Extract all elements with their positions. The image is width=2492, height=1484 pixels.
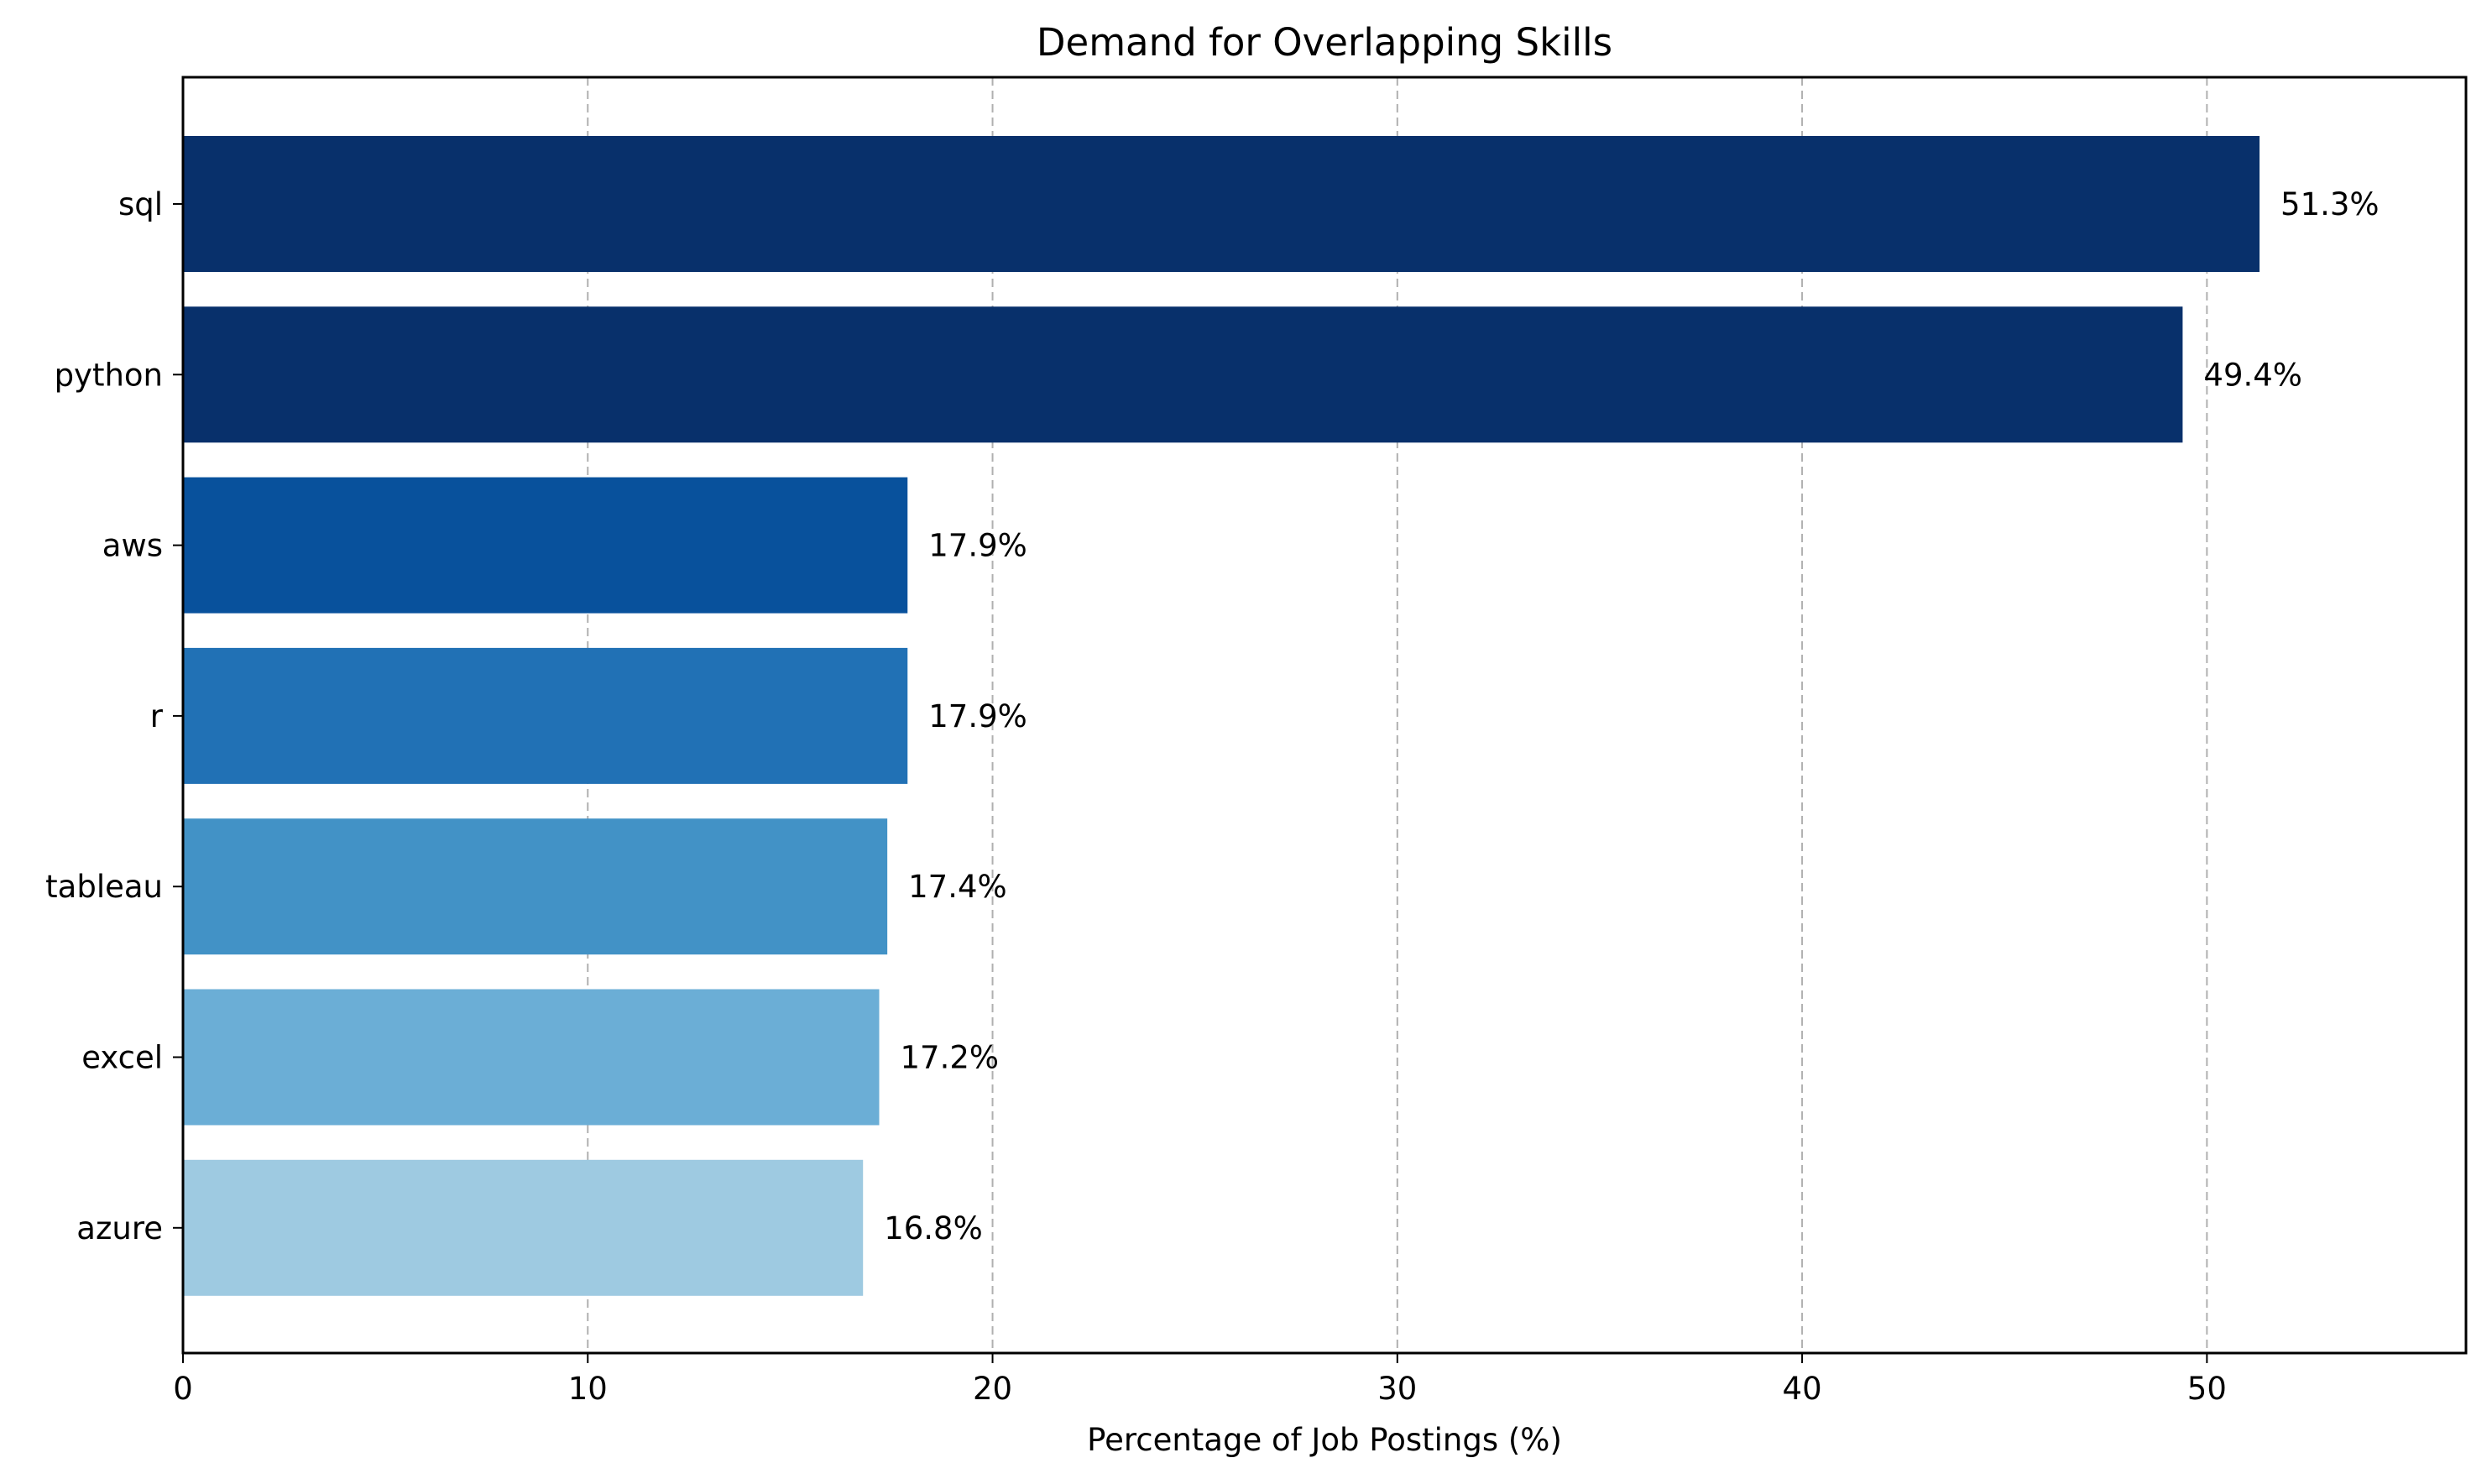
x-tick-label: 10: [568, 1371, 608, 1407]
bar-r: [183, 647, 908, 784]
y-tick-label-sql: sql: [118, 186, 163, 222]
bar-tableau: [183, 818, 888, 955]
data-label-aws: 17.9%: [928, 528, 1027, 564]
bar-excel: [183, 989, 880, 1126]
y-tick-label-azure: azure: [76, 1210, 163, 1246]
bar-aws: [183, 477, 908, 614]
x-tick-label: 30: [1377, 1371, 1417, 1407]
data-label-python: 49.4%: [2203, 357, 2302, 393]
data-label-tableau: 17.4%: [908, 869, 1007, 905]
x-tick-label: 40: [1783, 1371, 1822, 1407]
data-labels-layer: 51.3% 49.4% 17.9% 17.9% 17.4% 17.2% 16.8%: [884, 186, 2379, 1246]
data-label-azure: 16.8%: [884, 1210, 983, 1246]
chart-title: Demand for Overlapping Skills: [1037, 20, 1612, 65]
bar-python: [183, 306, 2183, 443]
y-tick-label-r: r: [150, 698, 164, 734]
y-tick-label-python: python: [55, 357, 163, 393]
data-label-sql: 51.3%: [2280, 186, 2380, 222]
bars-layer: [183, 136, 2260, 1296]
data-label-excel: 17.2%: [901, 1040, 1000, 1076]
ticks-layer: 0 10 20 30 40 50 sql python aws r tableau excel azur…: [45, 186, 2227, 1407]
bar-azure: [183, 1159, 864, 1296]
x-tick-label: 0: [173, 1371, 193, 1407]
x-axis-label: Percentage of Job Postings (%): [1087, 1422, 1562, 1458]
y-tick-label-excel: excel: [81, 1040, 163, 1076]
x-tick-label: 50: [2187, 1371, 2227, 1407]
bar-sql: [183, 136, 2260, 272]
data-label-r: 17.9%: [928, 698, 1027, 734]
y-tick-label-aws: aws: [102, 528, 163, 564]
x-tick-label: 20: [973, 1371, 1012, 1407]
y-tick-label-tableau: tableau: [45, 869, 163, 905]
